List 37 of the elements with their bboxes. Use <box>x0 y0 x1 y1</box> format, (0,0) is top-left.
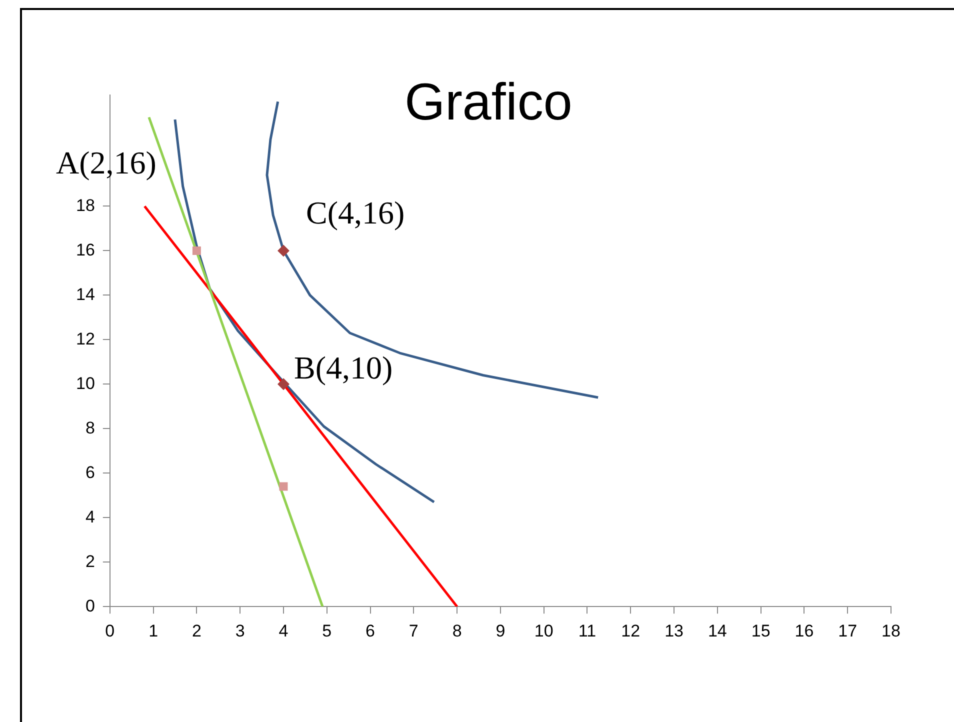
x-tick-label: 12 <box>621 621 640 640</box>
y-tick-label: 8 <box>85 418 95 438</box>
x-tick-label: 11 <box>578 621 596 640</box>
point <box>279 482 288 491</box>
x-tick-label: 17 <box>838 621 858 640</box>
y-tick-label: 14 <box>76 284 95 304</box>
point <box>277 244 290 257</box>
x-tick-label: 16 <box>794 621 814 640</box>
annotation: B(4,10) <box>294 349 393 386</box>
y-tick-label: 6 <box>85 462 95 482</box>
y-tick-label: 18 <box>76 196 95 215</box>
x-tick-label: 8 <box>452 621 462 640</box>
chart-title: Grafico <box>404 73 572 132</box>
annotation: A(2,16) <box>56 144 156 180</box>
x-tick-label: 2 <box>192 621 202 640</box>
x-tick-label: 7 <box>408 621 418 640</box>
y-tick-label: 16 <box>76 240 95 260</box>
x-tick-label: 18 <box>882 621 900 640</box>
x-tick-label: 6 <box>366 621 376 640</box>
y-tick-label: 10 <box>76 374 95 393</box>
x-tick-label: 9 <box>496 621 506 640</box>
x-tick-label: 10 <box>534 621 554 640</box>
x-tick-label: 4 <box>278 621 288 640</box>
x-tick-label: 1 <box>148 621 158 640</box>
y-tick-label: 12 <box>76 329 95 348</box>
x-tick-label: 13 <box>664 621 684 640</box>
point <box>277 378 290 390</box>
annotation: C(4,16) <box>306 194 405 230</box>
x-tick-label: 5 <box>322 621 332 640</box>
x-tick-label: 15 <box>751 621 770 640</box>
y-tick-label: 4 <box>85 507 95 526</box>
x-tick-label: 14 <box>708 621 727 640</box>
x-tick-label: 0 <box>105 621 115 640</box>
point <box>192 246 201 255</box>
y-tick-label: 2 <box>85 552 95 571</box>
x-tick-label: 3 <box>235 621 245 640</box>
y-tick-label: 0 <box>85 596 95 616</box>
